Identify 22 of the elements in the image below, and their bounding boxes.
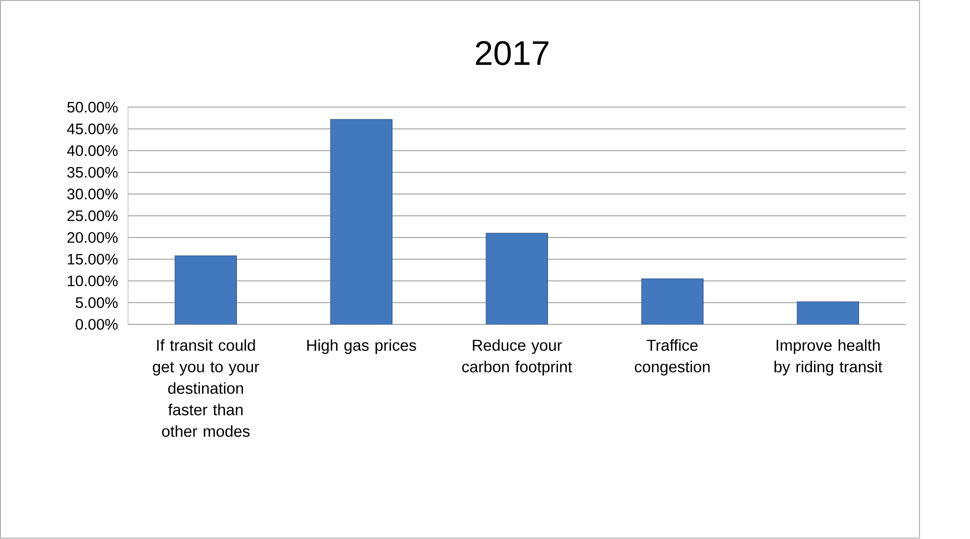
y-tick-label: 40.00% [67,145,118,156]
x-tick-label: If transit could get you to your destination faster than other modes [152,339,260,438]
y-tick-label: 45.00% [67,124,118,134]
bar [174,256,237,325]
x-tick-label: High gas prices [307,339,416,354]
y-tick-label: 25.00% [67,210,118,222]
y-tick-label: 20.00% [67,232,118,243]
y-tick-label: 15.00% [68,254,118,265]
chart-title: 2017 [476,41,548,66]
bar [796,302,860,325]
bar [330,119,392,325]
y-tick-label: 50.00% [67,102,118,113]
x-tick-label: Improve health by riding transit [774,339,882,376]
y-tick-label: 30.00% [67,188,118,200]
bar [486,233,548,325]
bar [641,278,704,325]
x-tick-label: Reduce your carbon footprint [462,339,572,376]
y-tick-label: 0.00% [76,319,118,330]
y-tick-label: 35.00% [67,167,118,178]
y-tick-label: 10.00% [68,276,118,286]
y-tick-label: 5.00% [76,297,118,308]
x-tick-label: Traffice congestion [634,339,710,376]
